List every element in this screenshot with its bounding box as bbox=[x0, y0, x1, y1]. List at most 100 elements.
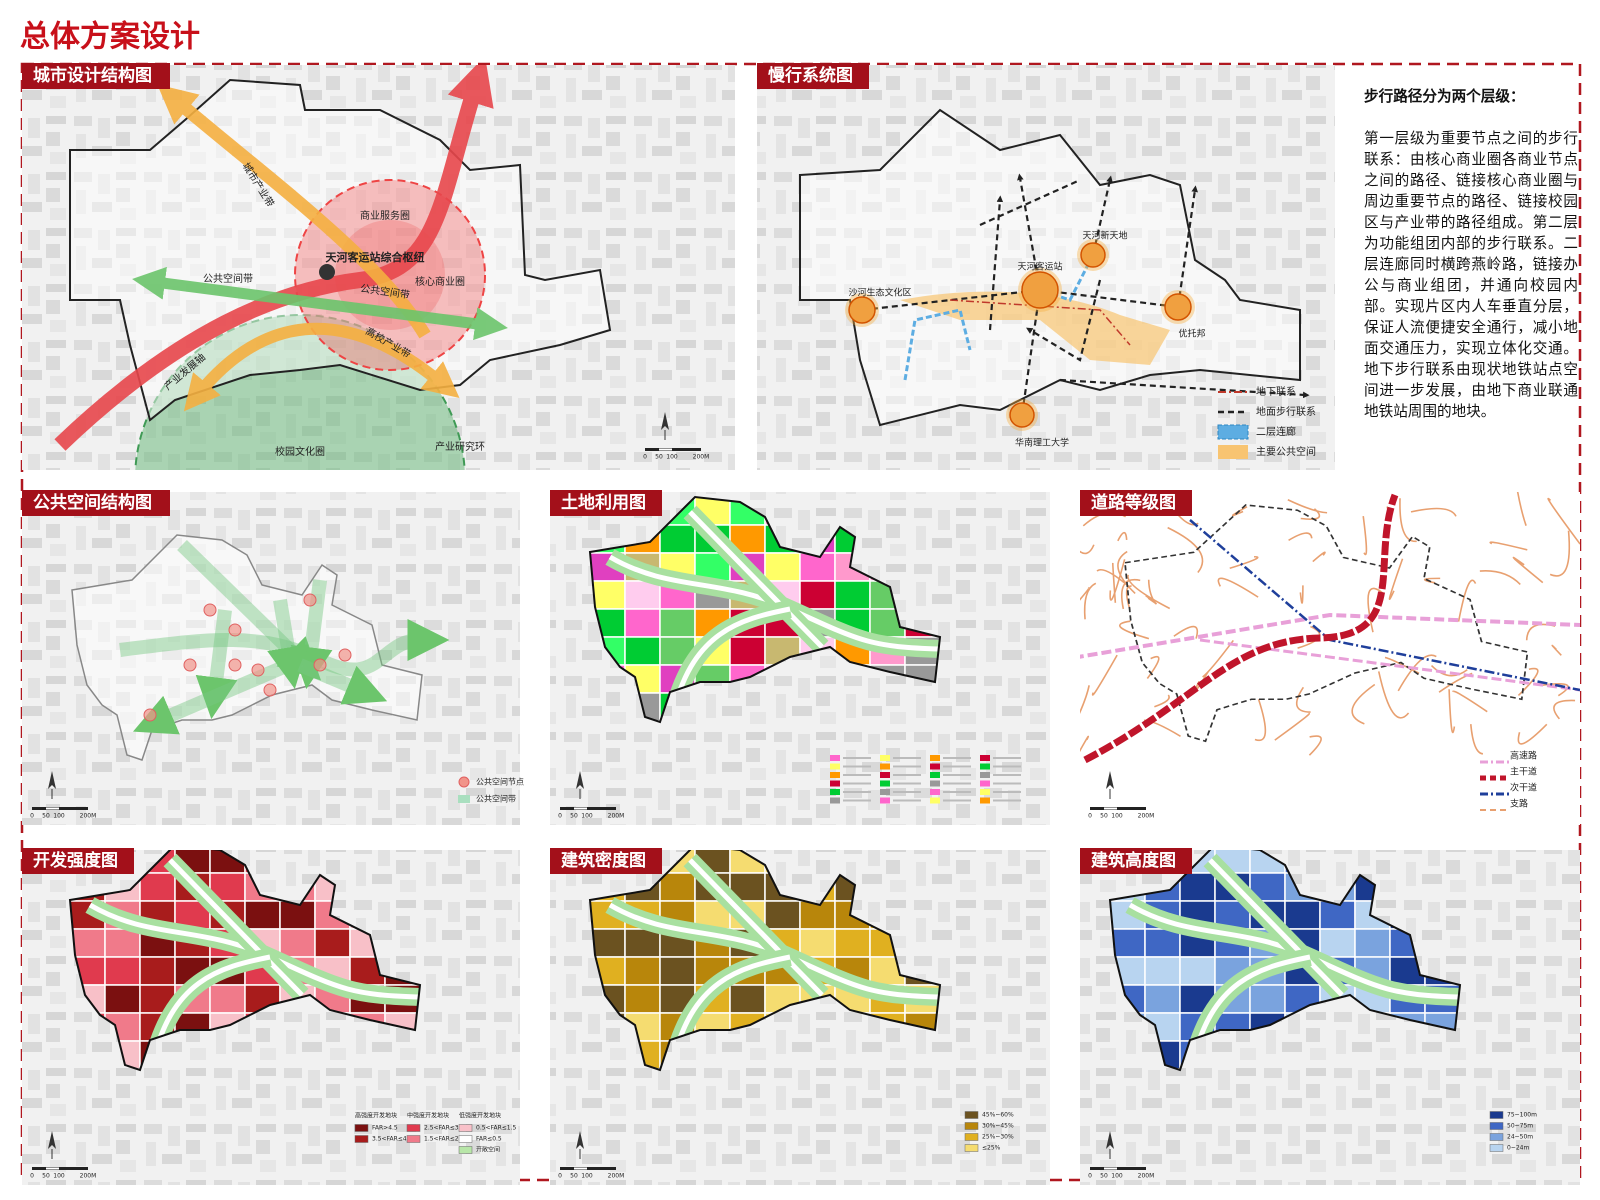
branch-road bbox=[1489, 541, 1528, 551]
branch-road bbox=[1388, 558, 1404, 601]
scale-label: 200M bbox=[693, 454, 710, 461]
scale-bar-white bbox=[46, 807, 59, 810]
public-space bbox=[900, 291, 1170, 365]
landuse-swatch bbox=[930, 772, 940, 778]
legend-swatch bbox=[1489, 1133, 1504, 1141]
branch-road bbox=[1549, 530, 1571, 577]
arterial bbox=[1083, 493, 1399, 764]
scale-label: 200M bbox=[1138, 813, 1155, 820]
scale-label: 100 bbox=[581, 1173, 593, 1180]
legend-label: 1.5<FAR≤2.5 bbox=[424, 1136, 464, 1143]
landuse-swatch bbox=[980, 772, 990, 778]
branch-road bbox=[1457, 579, 1477, 622]
map-panel bbox=[22, 850, 520, 1185]
scale-bar bbox=[32, 1167, 88, 1170]
branch-road bbox=[1254, 698, 1267, 742]
road-center bbox=[688, 510, 824, 649]
scale-label: 100 bbox=[53, 813, 65, 820]
landuse-text-bar bbox=[943, 791, 971, 793]
landuse-swatch bbox=[930, 755, 940, 761]
landuse-text-bar bbox=[843, 791, 871, 793]
scale-label: 100 bbox=[581, 813, 593, 820]
space-node bbox=[338, 648, 352, 662]
branch-road bbox=[1287, 499, 1328, 514]
walk-route bbox=[861, 288, 1183, 312]
legend-label: FAR>4.5 bbox=[372, 1125, 398, 1132]
space-node bbox=[251, 663, 265, 677]
panel-tab bbox=[22, 848, 134, 874]
legend-label: 24~50m bbox=[1507, 1134, 1533, 1141]
legend-swatch bbox=[458, 1135, 473, 1143]
map-label: 公共空间带 bbox=[203, 272, 253, 285]
branch-road bbox=[1351, 683, 1376, 725]
branch-road bbox=[1547, 497, 1580, 545]
landuse-text-bar bbox=[843, 757, 871, 759]
scale-label: 0 bbox=[1088, 813, 1092, 820]
panel-tab bbox=[22, 63, 170, 89]
landuse-text-bar bbox=[893, 757, 921, 759]
branch-road bbox=[1173, 625, 1198, 639]
walk-route bbox=[1091, 175, 1113, 256]
block bbox=[1144, 928, 1181, 958]
block bbox=[834, 580, 871, 610]
panel-tab bbox=[22, 490, 170, 516]
panel-tab bbox=[1080, 848, 1192, 874]
space-band bbox=[290, 579, 333, 690]
legend-swatch bbox=[1218, 445, 1248, 459]
scale-bar-white bbox=[1104, 1167, 1117, 1170]
legend-heading: 高强度开发地块 bbox=[355, 1112, 397, 1120]
branch-road bbox=[1125, 585, 1132, 610]
legend-swatch bbox=[964, 1111, 979, 1119]
branch-road bbox=[1118, 620, 1150, 640]
legend-heading: 低强度开发地块 bbox=[459, 1112, 501, 1120]
block bbox=[764, 552, 801, 582]
panel-title: 开发强度图 bbox=[33, 850, 118, 871]
branch-road bbox=[1448, 689, 1456, 734]
block bbox=[104, 956, 141, 986]
panel-tab bbox=[1080, 490, 1192, 516]
block bbox=[729, 984, 766, 1014]
panel-title: 道路等级图 bbox=[1091, 492, 1176, 513]
block bbox=[624, 956, 661, 986]
legend-label: 主干道 bbox=[1510, 766, 1537, 778]
map-label: 天河客运站综合枢纽 bbox=[326, 250, 425, 264]
branch-road bbox=[1551, 644, 1562, 656]
block bbox=[1179, 956, 1216, 986]
landuse-swatch bbox=[980, 797, 990, 804]
block bbox=[834, 928, 871, 958]
scale-bar bbox=[560, 807, 616, 810]
scale-bar bbox=[560, 1167, 616, 1170]
north-arrow bbox=[1106, 1131, 1114, 1149]
scale-label: 50 bbox=[570, 813, 578, 820]
landuse-swatch bbox=[980, 763, 990, 770]
walk-route bbox=[979, 178, 1305, 395]
landuse-swatch bbox=[930, 797, 940, 804]
legend-swatch bbox=[458, 795, 470, 803]
road-center bbox=[1208, 858, 1344, 997]
landuse-text-bar bbox=[993, 791, 1021, 793]
landuse-swatch bbox=[880, 772, 890, 778]
legend-swatch bbox=[964, 1122, 979, 1130]
branch-road bbox=[1479, 570, 1521, 585]
block bbox=[139, 872, 176, 902]
map-label: 核心商业圈 bbox=[415, 275, 465, 288]
branch-road bbox=[1469, 724, 1484, 755]
north-arrow bbox=[48, 771, 56, 789]
panel-title: 慢行系统图 bbox=[768, 65, 853, 86]
map-label: 商业服务圈 bbox=[360, 209, 410, 222]
map-label: 沙河生态文化区 bbox=[848, 287, 911, 299]
scale-bar-white bbox=[1104, 807, 1117, 810]
node bbox=[1164, 293, 1192, 321]
space-band bbox=[177, 539, 322, 681]
scale-label: 100 bbox=[1111, 1173, 1123, 1180]
walk-route bbox=[1017, 173, 1042, 291]
branch-road bbox=[1308, 735, 1322, 756]
legend-swatch bbox=[406, 1135, 421, 1143]
block bbox=[1249, 984, 1286, 1014]
space-band bbox=[267, 598, 309, 689]
map-label: 优托邦 bbox=[1178, 328, 1205, 340]
landuse-text-bar bbox=[893, 782, 921, 785]
landuse-swatch bbox=[830, 772, 840, 778]
branch-road bbox=[1146, 655, 1160, 679]
